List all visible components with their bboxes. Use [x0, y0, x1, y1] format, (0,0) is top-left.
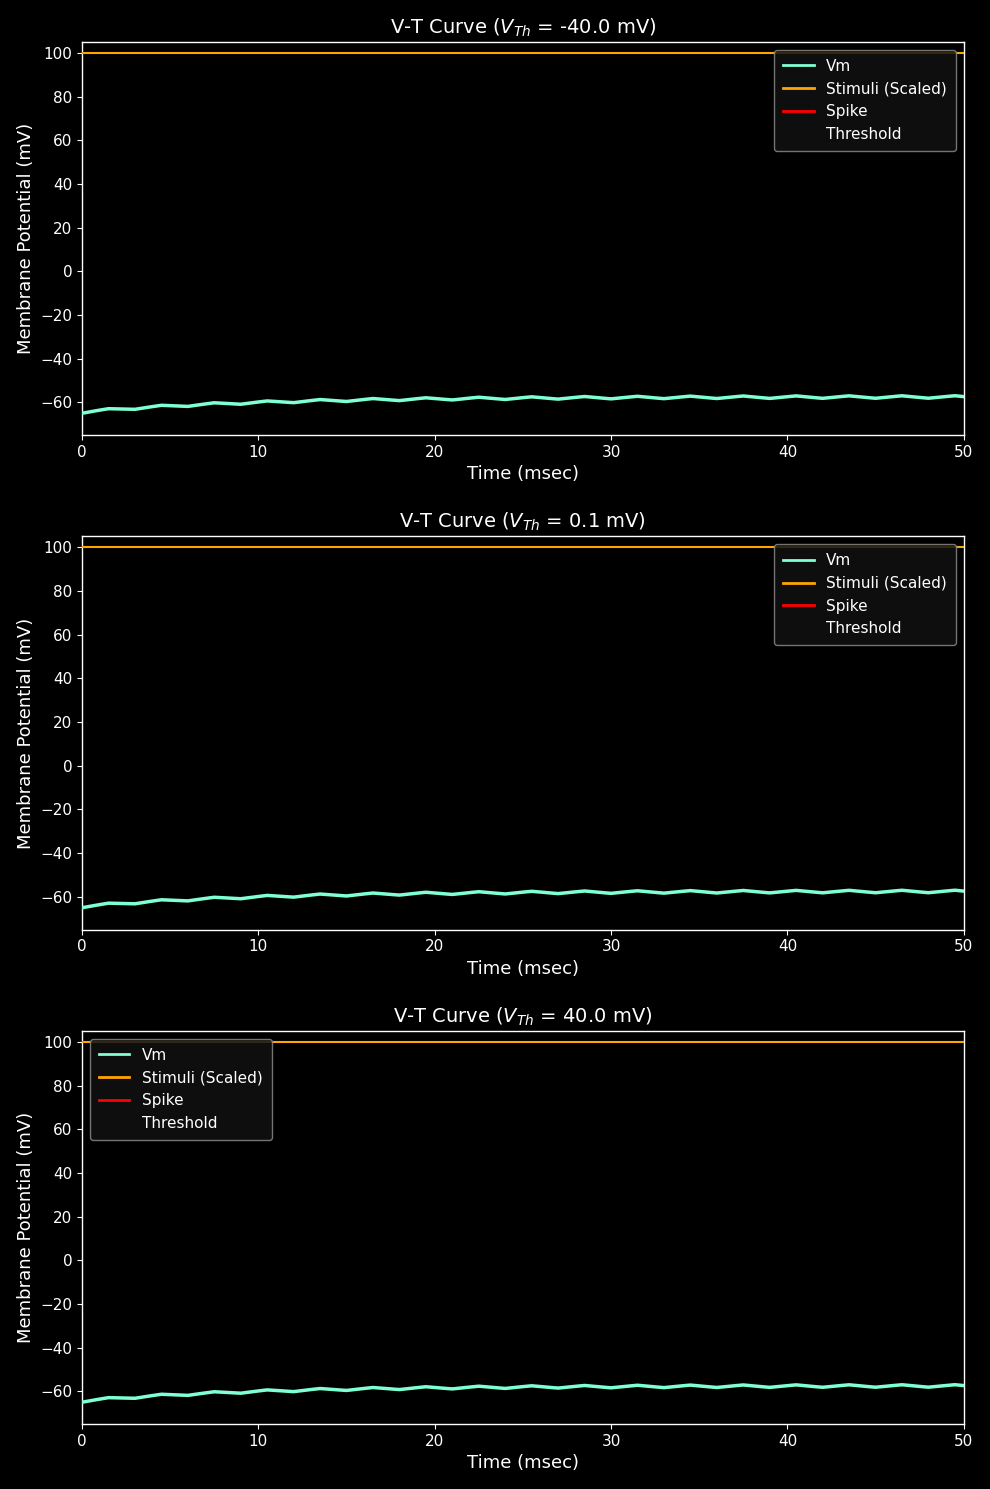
- Title: V-T Curve ($V_{Th}$ = 0.1 mV): V-T Curve ($V_{Th}$ = 0.1 mV): [399, 511, 646, 533]
- X-axis label: Time (msec): Time (msec): [467, 466, 579, 484]
- Title: V-T Curve ($V_{Th}$ = 40.0 mV): V-T Curve ($V_{Th}$ = 40.0 mV): [393, 1005, 652, 1027]
- X-axis label: Time (msec): Time (msec): [467, 1455, 579, 1473]
- Y-axis label: Membrane Potential (mV): Membrane Potential (mV): [17, 1112, 35, 1343]
- Title: V-T Curve ($V_{Th}$ = -40.0 mV): V-T Curve ($V_{Th}$ = -40.0 mV): [390, 16, 656, 39]
- X-axis label: Time (msec): Time (msec): [467, 960, 579, 978]
- Legend: Vm, Stimuli (Scaled), Spike, Threshold: Vm, Stimuli (Scaled), Spike, Threshold: [90, 1039, 271, 1141]
- Legend: Vm, Stimuli (Scaled), Spike, Threshold: Vm, Stimuli (Scaled), Spike, Threshold: [774, 543, 956, 645]
- Y-axis label: Membrane Potential (mV): Membrane Potential (mV): [17, 618, 35, 849]
- Y-axis label: Membrane Potential (mV): Membrane Potential (mV): [17, 124, 35, 354]
- Legend: Vm, Stimuli (Scaled), Spike, Threshold: Vm, Stimuli (Scaled), Spike, Threshold: [774, 49, 956, 150]
